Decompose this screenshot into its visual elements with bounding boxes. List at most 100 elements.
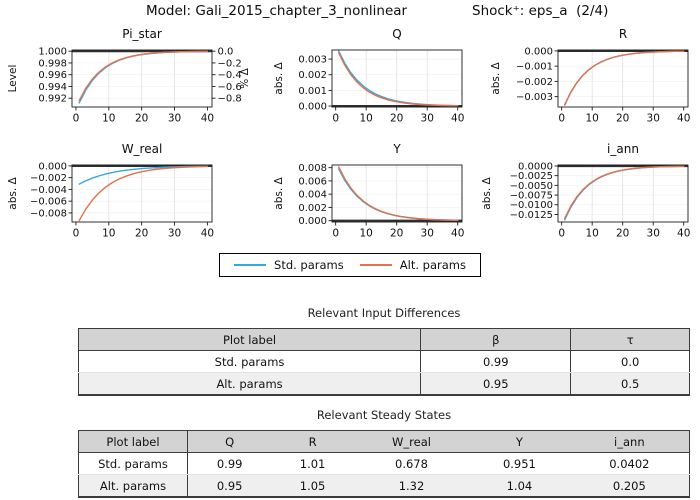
input-differences-table: Plot label β τ Std. params 0.99 0.0 Alt. param… [78, 328, 690, 396]
table-cell: 0.5 [570, 372, 690, 395]
x-tick-label: 10 [102, 228, 115, 240]
y-tick-label: 0.002 [298, 203, 327, 214]
y-tick-label: −0.0125 [510, 210, 553, 221]
y-tick-label: 0.000 [298, 216, 327, 227]
x-tick-label: 0 [558, 228, 565, 240]
steady-states-title: Relevant Steady States [316, 408, 452, 422]
x-tick-label: 40 [201, 228, 214, 240]
table-cell: 0.99 [420, 350, 571, 373]
legend-item: Alt. params [359, 258, 466, 272]
column-header: Y [469, 430, 570, 453]
subplot-title: R [619, 27, 627, 41]
x-tick-label: 10 [585, 228, 598, 240]
column-header: β [420, 328, 571, 351]
y-tick-label: 0.992 [38, 94, 67, 105]
input-differences-title: Relevant Input Differences [307, 306, 461, 320]
x-tick-label: 30 [168, 113, 181, 125]
x-tick-label: 30 [421, 228, 434, 240]
table-row: Alt. params 0.95 1.05 1.32 1.04 0.205 [78, 474, 690, 497]
table-cell: 0.0402 [569, 452, 690, 475]
series-std-params [78, 50, 209, 104]
right-tick-label: −0.6 [218, 82, 242, 93]
x-tick-label: 20 [390, 228, 403, 240]
column-header: Plot label [78, 328, 421, 351]
table-cell: Std. params [78, 350, 421, 373]
subplot-r: 0.000 −0.001 −0.002 −0.003 0 10 20 30 40 abs. Δ R [490, 27, 690, 125]
y-tick-label: −0.004 [30, 185, 67, 196]
y-tick-label: −0.0050 [510, 181, 553, 192]
y-tick-label: −0.0075 [510, 190, 553, 201]
legend-line-swatch [359, 264, 392, 266]
series-alt-params [338, 166, 459, 221]
table-cell: 1.05 [271, 474, 354, 497]
y-tick-label: 0.000 [524, 46, 553, 57]
y-tick-label: 0.006 [298, 176, 327, 187]
x-tick-label: 20 [616, 228, 629, 240]
y-tick-label: −0.0100 [510, 200, 553, 211]
y-tick-label: 0.000 [298, 101, 327, 112]
y-axis-label: abs. Δ [8, 176, 19, 209]
x-tick-label: 10 [585, 113, 598, 125]
y-tick-label: 0.003 [298, 54, 327, 65]
y-tick-label: −0.002 [30, 173, 67, 184]
x-tick-label: 30 [168, 228, 181, 240]
table-cell: 0.99 [187, 452, 272, 475]
table-cell: 0.205 [569, 474, 690, 497]
subplot-title: i_ann [607, 142, 639, 156]
table-cell: 1.01 [271, 452, 354, 475]
column-header: W_real [353, 430, 470, 453]
table-row: Std. params 0.99 1.01 0.678 0.951 0.0402 [78, 452, 690, 475]
column-header: i_ann [569, 430, 690, 453]
x-tick-label: 10 [359, 228, 372, 240]
right-tick-label: −0.2 [218, 58, 242, 69]
subplot-title: Pi_star [122, 27, 162, 41]
y-tick-label: −0.001 [516, 62, 553, 73]
right-tick-label: −0.8 [218, 94, 242, 105]
subplot-title: Q [392, 27, 401, 41]
subplot-i-ann: 0.0000−0.0025−0.0050−0.0075−0.0100−0.012… [481, 142, 690, 240]
x-tick-label: 20 [616, 113, 629, 125]
table-cell: Alt. params [78, 372, 421, 395]
table-cell: Alt. params [78, 474, 188, 497]
table-row: Alt. params 0.95 0.5 [78, 372, 690, 395]
y-axis-label: abs. Δ [273, 61, 285, 94]
legend-label: Alt. params [399, 258, 466, 272]
x-tick-label: 40 [677, 228, 690, 240]
series-alt-params [564, 165, 685, 220]
table-cell: 0.0 [570, 350, 690, 373]
x-tick-label: 40 [201, 113, 214, 125]
x-tick-label: 10 [102, 113, 115, 125]
y-axis-label: Level [8, 65, 19, 93]
subplot-w-real: 0.000−0.002−0.004−0.006−0.008 0 10 20 30 40 ab… [8, 142, 214, 240]
y-tick-label: 0.001 [298, 86, 327, 97]
y-tick-label: −0.002 [516, 77, 553, 88]
y-tick-label: 0.002 [298, 70, 327, 81]
y-tick-label: 0.998 [38, 58, 67, 69]
legend-box: Std. params Alt. params [219, 253, 481, 277]
y-tick-label: −0.006 [30, 197, 67, 208]
x-tick-label: 40 [451, 113, 464, 125]
table-cell: 1.04 [469, 474, 570, 497]
y-tick-label: 1.000 [38, 47, 67, 58]
legend-item: Std. params [234, 258, 344, 272]
column-header: Plot label [78, 430, 188, 453]
right-axis-label: % Δ [239, 67, 251, 88]
table-cell: 0.678 [353, 452, 470, 475]
shock-title: Shock⁺: eps_a (2/4) [472, 3, 609, 19]
column-header: Q [187, 430, 272, 453]
subplot-y: 0.008 0.006 0.004 0.002 0.000 0 10 20 30 40 abs. Δ… [273, 142, 464, 240]
x-tick-label: 40 [451, 228, 464, 240]
table-cell: 0.95 [420, 372, 571, 395]
y-tick-label: 0.996 [38, 70, 67, 81]
series-std-params [338, 50, 459, 107]
plot-legend: Std. params Alt. params [0, 253, 700, 277]
y-tick-label: −0.003 [516, 92, 553, 103]
x-tick-label: 0 [73, 113, 80, 125]
x-tick-label: 30 [421, 113, 434, 125]
subplot-title: Y [392, 142, 401, 156]
series-std-params [78, 165, 209, 185]
legend-label: Std. params [274, 258, 344, 272]
table-cell: Std. params [78, 452, 188, 475]
y-tick-label: 0.008 [298, 163, 327, 174]
